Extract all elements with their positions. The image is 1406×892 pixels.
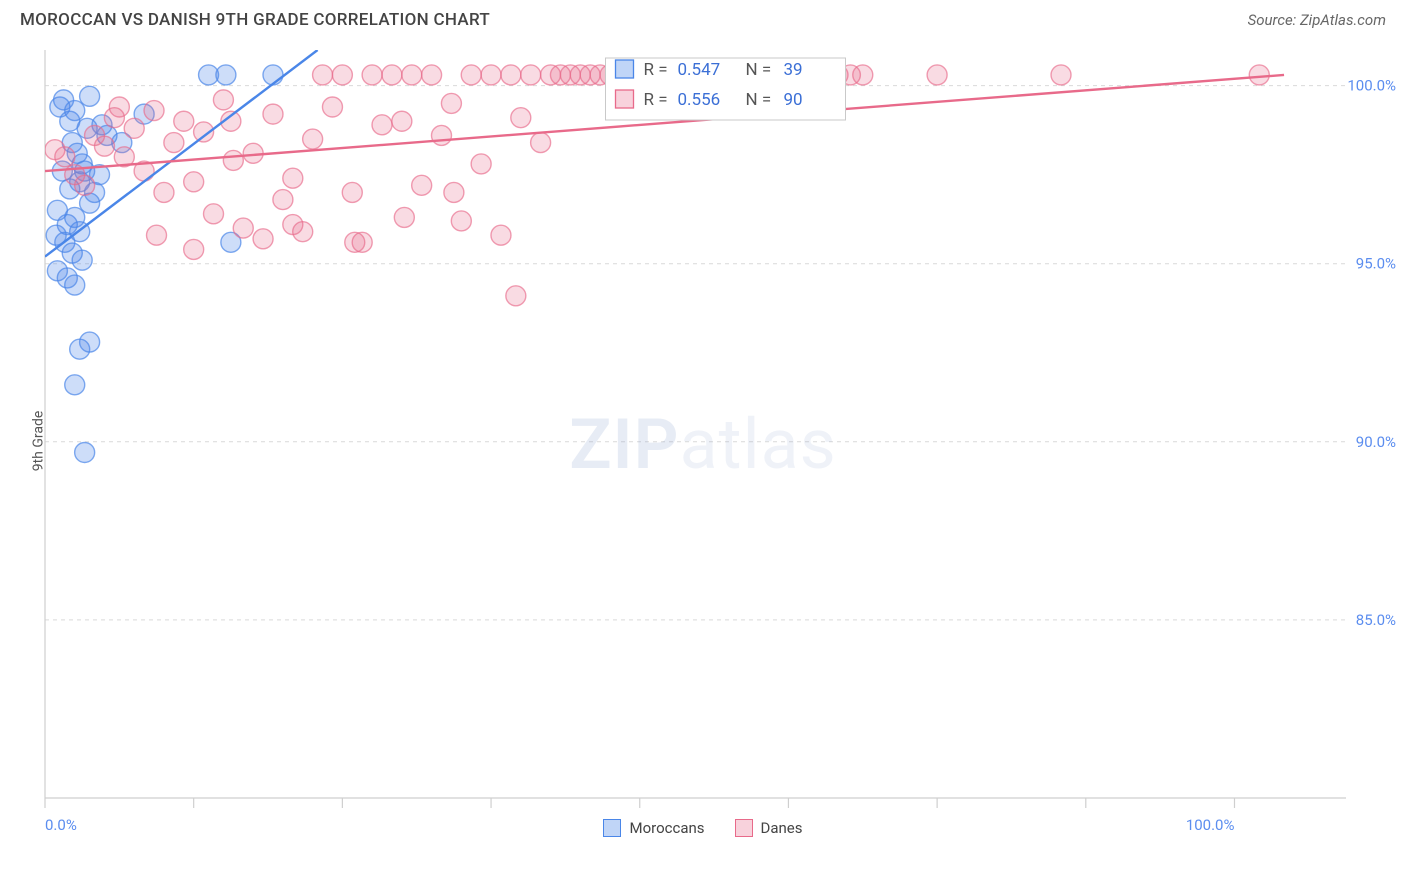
chart-header: MOROCCAN VS DANISH 9TH GRADE CORRELATION… [0,0,1406,38]
y-axis-label: 9th Grade [30,410,46,471]
chart-area: 9th Grade 85.0%90.0%95.0%100.0%0.0%100.0… [0,38,1406,843]
svg-text:90.0%: 90.0% [1356,433,1396,451]
svg-text:95.0%: 95.0% [1356,255,1396,273]
svg-text:85.0%: 85.0% [1356,611,1396,629]
scatter-plot-svg: 85.0%90.0%95.0%100.0%0.0%100.0%R =0.547N… [0,38,1406,843]
chart-source: Source: ZipAtlas.com [1248,11,1386,29]
legend-item-moroccans: Moroccans [603,819,704,837]
legend-label-danes: Danes [761,819,803,837]
legend-label-moroccans: Moroccans [629,819,704,837]
svg-text:39: 39 [784,60,803,80]
legend-swatch-moroccans [603,819,621,837]
legend: Moroccans Danes [0,819,1406,837]
svg-text:0.556: 0.556 [678,90,721,110]
svg-text:100.0%: 100.0% [1347,77,1396,95]
svg-text:N =: N = [746,60,772,80]
svg-text:90: 90 [784,90,803,110]
svg-text:R =: R = [644,90,668,110]
legend-item-danes: Danes [735,819,803,837]
svg-text:N =: N = [746,90,772,110]
chart-title: MOROCCAN VS DANISH 9TH GRADE CORRELATION… [20,10,490,30]
legend-swatch-danes [735,819,753,837]
svg-text:R =: R = [644,60,668,80]
svg-text:0.547: 0.547 [678,60,721,80]
